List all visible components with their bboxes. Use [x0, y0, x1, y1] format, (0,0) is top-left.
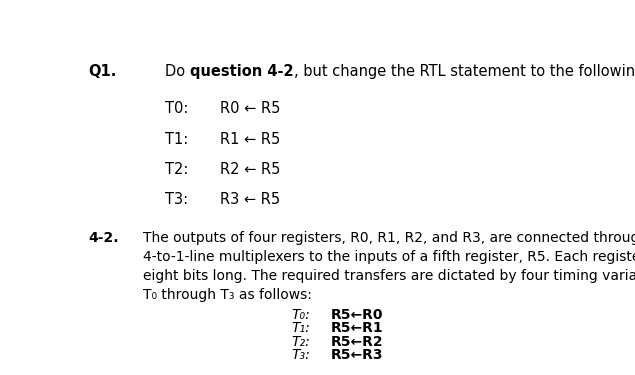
Text: R0 ← R5: R0 ← R5 — [220, 101, 280, 116]
Text: , but change the RTL statement to the following.: , but change the RTL statement to the fo… — [294, 64, 635, 79]
Text: R1 ← R5: R1 ← R5 — [220, 132, 280, 147]
Text: T₂:: T₂: — [291, 335, 310, 349]
Text: T2:: T2: — [166, 162, 189, 177]
Text: R5←R0: R5←R0 — [330, 308, 383, 322]
Text: R5←R2: R5←R2 — [330, 335, 383, 349]
Text: 4-to-1-line multiplexers to the inputs of a fifth register, R5. Each register is: 4-to-1-line multiplexers to the inputs o… — [144, 250, 635, 264]
Text: R5←R1: R5←R1 — [330, 321, 383, 335]
Text: T0:: T0: — [166, 101, 189, 116]
Text: T₃:: T₃: — [291, 348, 310, 363]
Text: Do: Do — [166, 64, 190, 79]
Text: T3:: T3: — [166, 192, 189, 207]
Text: R2 ← R5: R2 ← R5 — [220, 162, 280, 177]
Text: T₀ through T₃ as follows:: T₀ through T₃ as follows: — [144, 288, 312, 302]
Text: T₀:: T₀: — [291, 308, 310, 322]
Text: 4-2.: 4-2. — [88, 231, 119, 245]
Text: T₁:: T₁: — [291, 321, 310, 335]
Text: Q1.: Q1. — [88, 64, 117, 79]
Text: The outputs of four registers, R0, R1, R2, and R3, are connected through: The outputs of four registers, R0, R1, R… — [144, 231, 635, 245]
Text: R3 ← R5: R3 ← R5 — [220, 192, 280, 207]
Text: T1:: T1: — [166, 132, 189, 147]
Text: eight bits long. The required transfers are dictated by four timing variables: eight bits long. The required transfers … — [144, 269, 635, 283]
Text: R5←R3: R5←R3 — [330, 348, 383, 363]
Text: question 4-2: question 4-2 — [190, 64, 294, 79]
